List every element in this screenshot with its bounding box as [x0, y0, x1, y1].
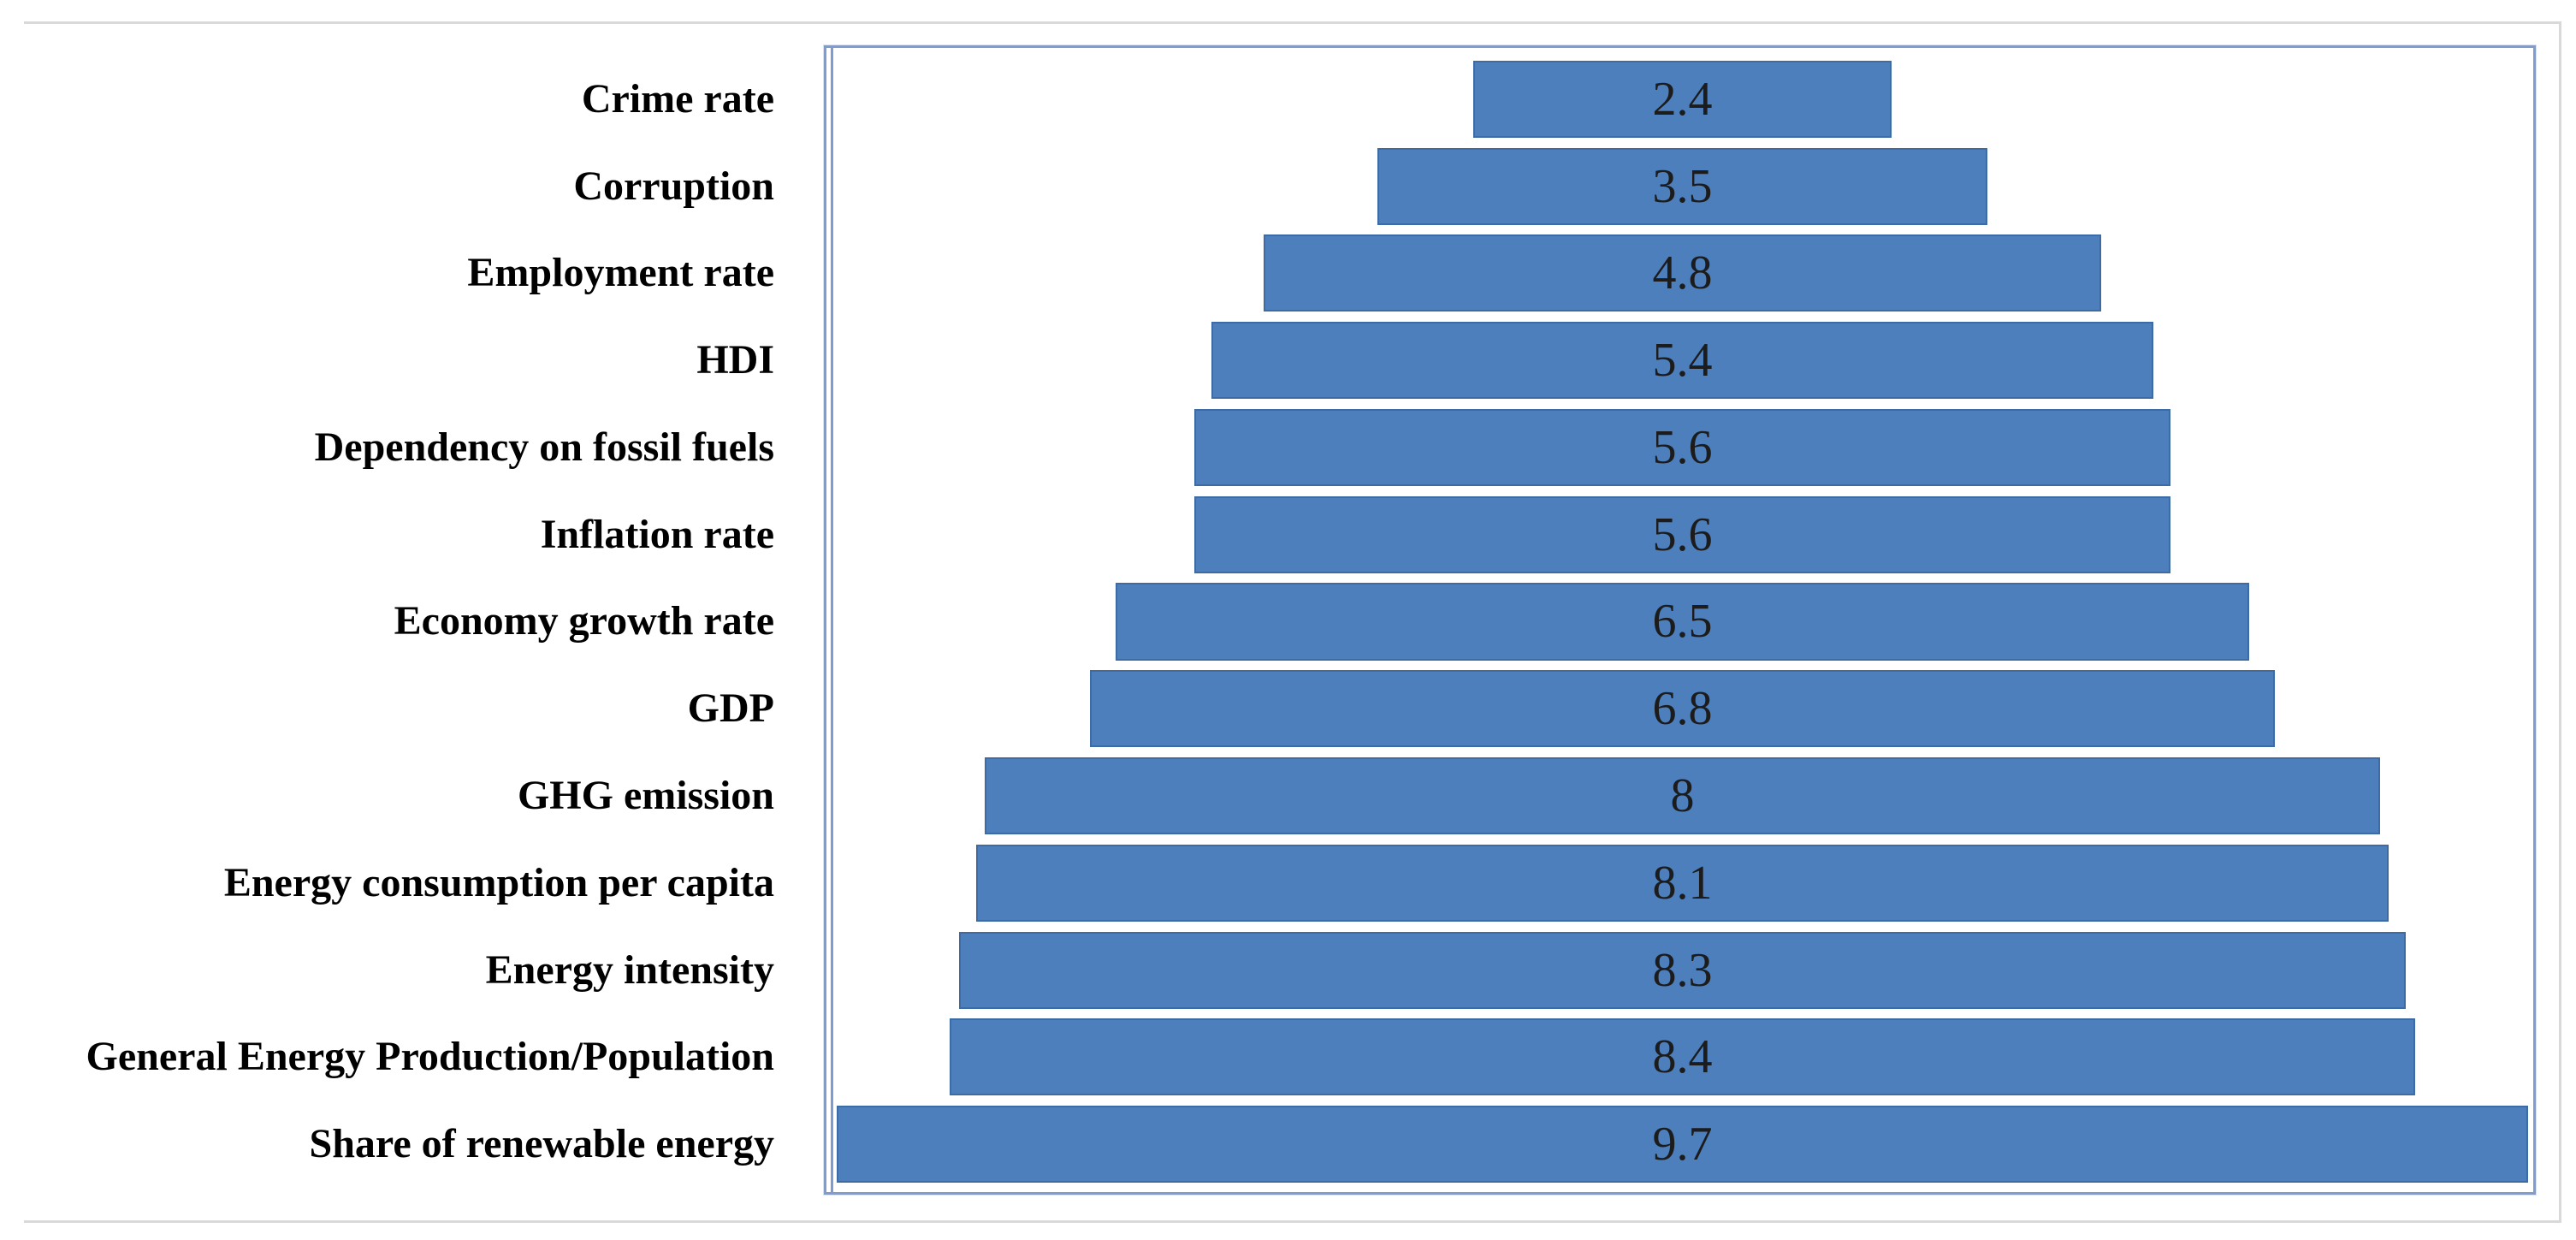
category-label: Economy growth rate	[394, 598, 774, 644]
label-row: General Energy Production/Population	[0, 1013, 798, 1101]
bar-row: 8.3	[837, 927, 2528, 1014]
bar-row: 3.5	[837, 143, 2528, 230]
bar-row: 4.8	[837, 230, 2528, 317]
bar: 2.4	[1472, 60, 1892, 138]
bar: 4.8	[1264, 234, 2101, 312]
bar-row: 5.6	[837, 491, 2528, 578]
bar: 9.7	[837, 1106, 2528, 1184]
bar: 5.6	[1193, 408, 2171, 486]
bar-value-label: 5.6	[1652, 507, 1713, 561]
bar-row: 5.6	[837, 404, 2528, 491]
bar: 8.3	[958, 931, 2407, 1009]
label-row: Share of renewable energy	[0, 1101, 798, 1188]
bar-row: 5.4	[837, 317, 2528, 404]
bars: 2.4 3.5 4.8 5.4 5.6 5.6 6.5 6.8 8 8.1 8.3 8.4 9.7	[837, 45, 2528, 1195]
category-label: Share of renewable energy	[309, 1121, 774, 1167]
category-label: Dependency on fossil fuels	[314, 424, 774, 470]
bar-value-label: 6.5	[1652, 595, 1713, 649]
bar-value-label: 8.4	[1652, 1030, 1713, 1084]
category-labels: Crime rate Corruption Employment rate HDI De…	[0, 45, 798, 1195]
bar: 8.1	[976, 844, 2389, 922]
label-row: GDP	[0, 665, 798, 752]
category-axis-line	[831, 48, 833, 1192]
category-label: Inflation rate	[540, 511, 774, 557]
category-label: Crime rate	[581, 75, 774, 122]
bar-row: 6.5	[837, 578, 2528, 666]
label-row: HDI	[0, 317, 798, 404]
bar-value-label: 2.4	[1652, 72, 1713, 126]
figure-frame-bottom-rule	[24, 1220, 2561, 1223]
bar-value-label: 6.8	[1652, 682, 1713, 736]
category-label: GHG emission	[517, 773, 774, 818]
bar-value-label: 9.7	[1652, 1118, 1713, 1172]
category-label: Employment rate	[467, 250, 774, 296]
category-label: HDI	[696, 337, 774, 383]
bar-value-label: 5.6	[1652, 420, 1713, 474]
category-label: GDP	[687, 685, 774, 732]
label-row: Inflation rate	[0, 491, 798, 578]
bar-value-label: 5.4	[1652, 334, 1713, 388]
bar: 3.5	[1377, 147, 1988, 225]
label-row: Corruption	[0, 143, 798, 230]
category-label: Energy intensity	[485, 946, 774, 993]
label-row: Crime rate	[0, 56, 798, 143]
label-row: Employment rate	[0, 230, 798, 317]
bar-row: 6.8	[837, 665, 2528, 752]
bar: 6.8	[1089, 670, 2276, 748]
label-row: Dependency on fossil fuels	[0, 404, 798, 491]
figure-frame-top-rule	[24, 21, 2561, 24]
bar: 5.4	[1211, 322, 2153, 400]
bar-row: 2.4	[837, 56, 2528, 143]
label-row: Energy intensity	[0, 927, 798, 1014]
bar-value-label: 8.3	[1652, 943, 1713, 997]
bar-value-label: 8.1	[1652, 856, 1713, 910]
bar: 6.5	[1116, 583, 2249, 661]
bar: 8	[985, 756, 2380, 835]
category-label: Corruption	[573, 163, 774, 209]
bar-value-label: 8	[1670, 769, 1695, 822]
category-label: Energy consumption per capita	[223, 859, 774, 905]
bar-value-label: 4.8	[1652, 246, 1713, 300]
bar-row: 8.4	[837, 1013, 2528, 1101]
figure-frame-right-rule	[2559, 21, 2561, 1223]
bar-row: 9.7	[837, 1101, 2528, 1188]
bar: 5.6	[1193, 495, 2171, 573]
bar: 8.4	[950, 1018, 2415, 1096]
label-row: Energy consumption per capita	[0, 840, 798, 927]
category-label: General Energy Production/Population	[86, 1034, 774, 1080]
bar-row: 8	[837, 752, 2528, 840]
label-row: GHG emission	[0, 752, 798, 840]
label-row: Economy growth rate	[0, 578, 798, 666]
bar-row: 8.1	[837, 840, 2528, 927]
bar-value-label: 3.5	[1652, 159, 1713, 213]
